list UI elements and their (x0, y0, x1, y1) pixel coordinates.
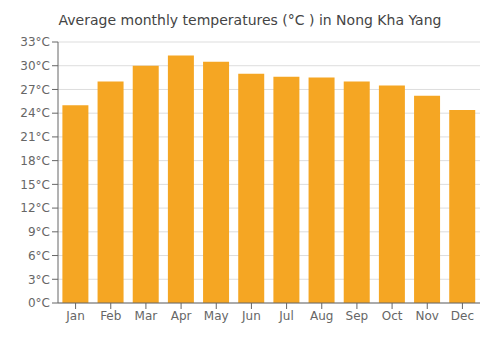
svg-text:Dec: Dec (451, 309, 474, 323)
svg-text:Nov: Nov (416, 309, 439, 323)
svg-text:0°C: 0°C (28, 296, 50, 310)
svg-text:6°C: 6°C (28, 249, 50, 263)
svg-text:Oct: Oct (382, 309, 403, 323)
svg-text:18°C: 18°C (20, 154, 50, 168)
svg-text:Jun: Jun (241, 309, 261, 323)
svg-text:Jul: Jul (278, 309, 293, 323)
svg-text:24°C: 24°C (20, 106, 50, 120)
svg-text:9°C: 9°C (28, 225, 50, 239)
svg-text:Apr: Apr (171, 309, 192, 323)
html-text:Average monthly temperatures (: Average monthly temperatures (°C ) in No… (58, 12, 442, 28)
svg-text:May: May (204, 309, 229, 323)
svg-text:Aug: Aug (310, 309, 333, 323)
svg-text:27°C: 27°C (20, 83, 50, 97)
svg-text:21°C: 21°C (20, 130, 50, 144)
svg-text:15°C: 15°C (20, 178, 50, 192)
svg-text:12°C: 12°C (20, 201, 50, 215)
svg-text:Feb: Feb (100, 309, 121, 323)
svg-text:Jan: Jan (65, 309, 85, 323)
svg-text:33°C: 33°C (20, 35, 50, 49)
svg-text:30°C: 30°C (20, 59, 50, 73)
svg-text:3°C: 3°C (28, 273, 50, 287)
svg-text:Sep: Sep (346, 309, 369, 323)
svg-text:Mar: Mar (135, 309, 158, 323)
